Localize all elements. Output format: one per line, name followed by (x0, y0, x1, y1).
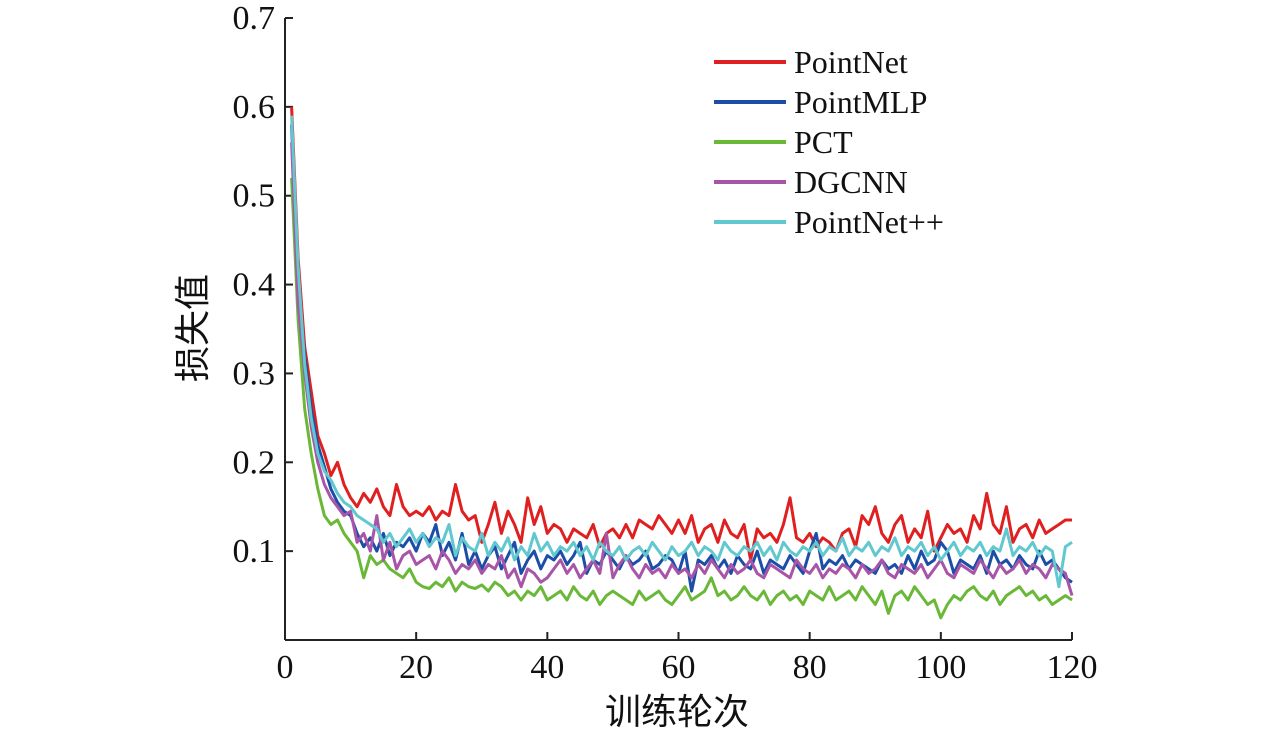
x-tick-label: 20 (399, 649, 433, 686)
x-tick-label: 0 (277, 649, 294, 686)
series-layer (290, 106, 1074, 620)
y-tick-label: 0.7 (233, 0, 276, 37)
legend-label: DGCNN (794, 164, 908, 200)
legend-label: PointMLP (794, 84, 927, 120)
series-line-pointmlp (290, 124, 1073, 593)
legend: PointNet PointMLP PCT DGCNN PointNet++ (714, 44, 944, 240)
legend-label: PCT (794, 124, 853, 160)
x-tick-label: 120 (1047, 649, 1098, 686)
y-tick-label: 0.6 (233, 89, 276, 126)
series-line-pct (290, 177, 1073, 620)
series-line-dgcnn (290, 142, 1074, 597)
y-tick-label: 0.4 (233, 267, 276, 304)
x-tick-label: 80 (793, 649, 827, 686)
x-tick-label: 40 (530, 649, 564, 686)
series-line-pointnet (290, 115, 1073, 589)
x-tick-label: 100 (915, 649, 966, 686)
x-tick-label: 60 (662, 649, 696, 686)
axes-layer: 0 20 40 60 80 100 120 0.1 0.2 0.3 0.4 0.5 0.6 0.7 (233, 0, 1098, 686)
y-tick-label: 0.3 (233, 355, 276, 392)
x-axis-title: 训练轮次 (605, 692, 749, 733)
legend-label: PointNet (794, 44, 908, 80)
y-tick-label: 0.2 (233, 444, 276, 481)
y-axis-title: 损失值 (173, 274, 214, 382)
y-tick-label: 0.1 (233, 533, 276, 570)
legend-label: PointNet++ (794, 204, 944, 240)
y-tick-label: 0.5 (233, 178, 276, 215)
series-line-pointnet (290, 106, 1072, 562)
